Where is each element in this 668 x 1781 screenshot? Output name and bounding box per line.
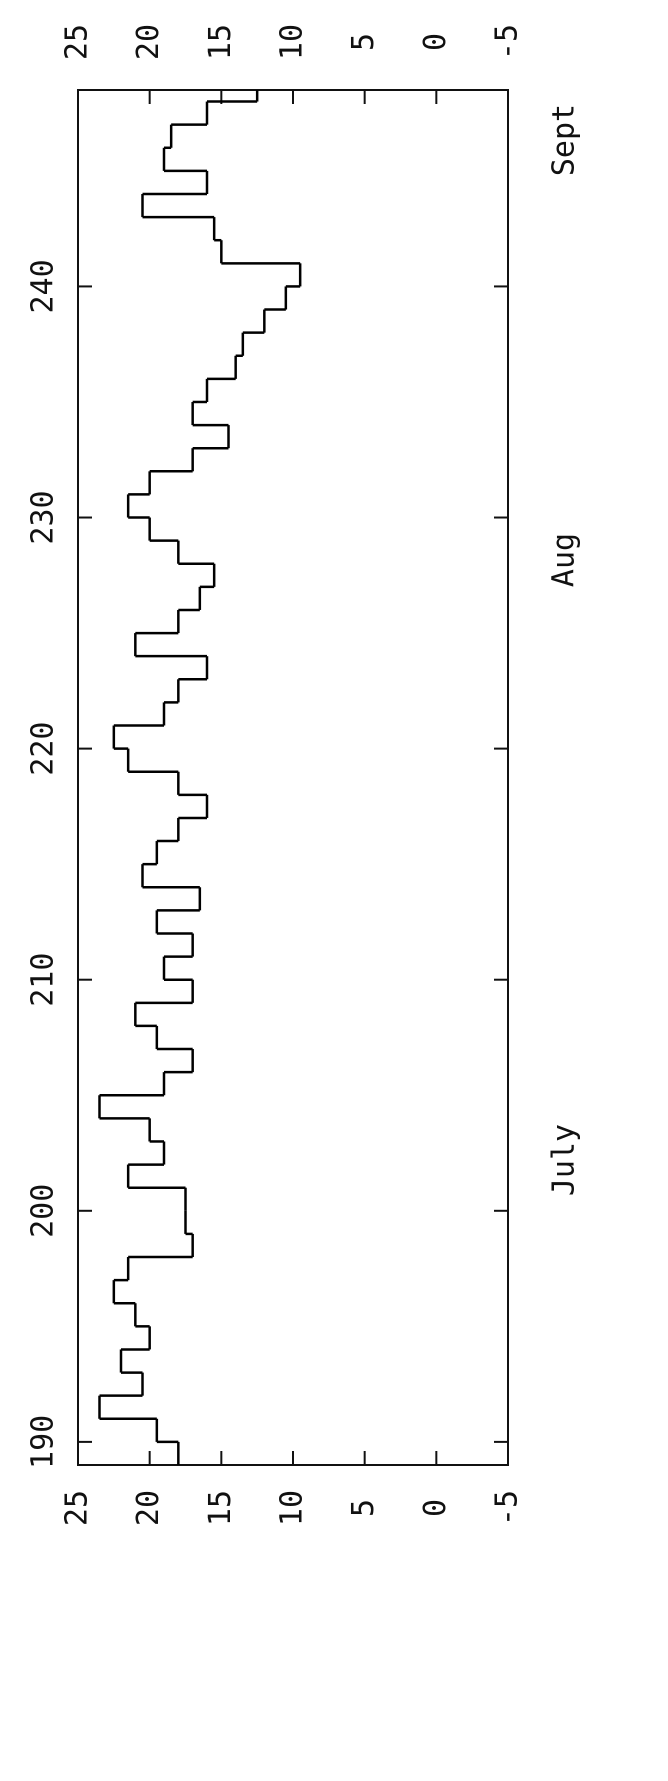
y-tick-label: 10 [275, 1490, 310, 1526]
y-tick-label: 25 [60, 24, 95, 60]
y-tick-label: 10 [275, 24, 310, 60]
y-tick-label: -5 [490, 1490, 525, 1526]
x-tick-label: 220 [26, 722, 61, 776]
x-tick-label: 190 [26, 1415, 61, 1469]
month-label: July [547, 1124, 582, 1196]
month-label: Sept [547, 104, 582, 176]
y-tick-label: 15 [203, 24, 238, 60]
y-tick-label: 25 [60, 1490, 95, 1526]
x-tick-label: 210 [26, 953, 61, 1007]
y-tick-label: 5 [346, 33, 381, 51]
x-tick-label: 200 [26, 1184, 61, 1238]
y-tick-label: 20 [131, 1490, 166, 1526]
y-tick-label: 0 [418, 1499, 453, 1517]
y-tick-label: -5 [490, 24, 525, 60]
y-tick-label: 0 [418, 33, 453, 51]
y-tick-label: 15 [203, 1490, 238, 1526]
x-tick-label: 230 [26, 490, 61, 544]
plot-frame [77, 89, 509, 1466]
y-tick-label: 20 [131, 24, 166, 60]
x-tick-label: 240 [26, 259, 61, 313]
y-tick-label: 5 [346, 1499, 381, 1517]
month-label: Aug [547, 533, 582, 587]
